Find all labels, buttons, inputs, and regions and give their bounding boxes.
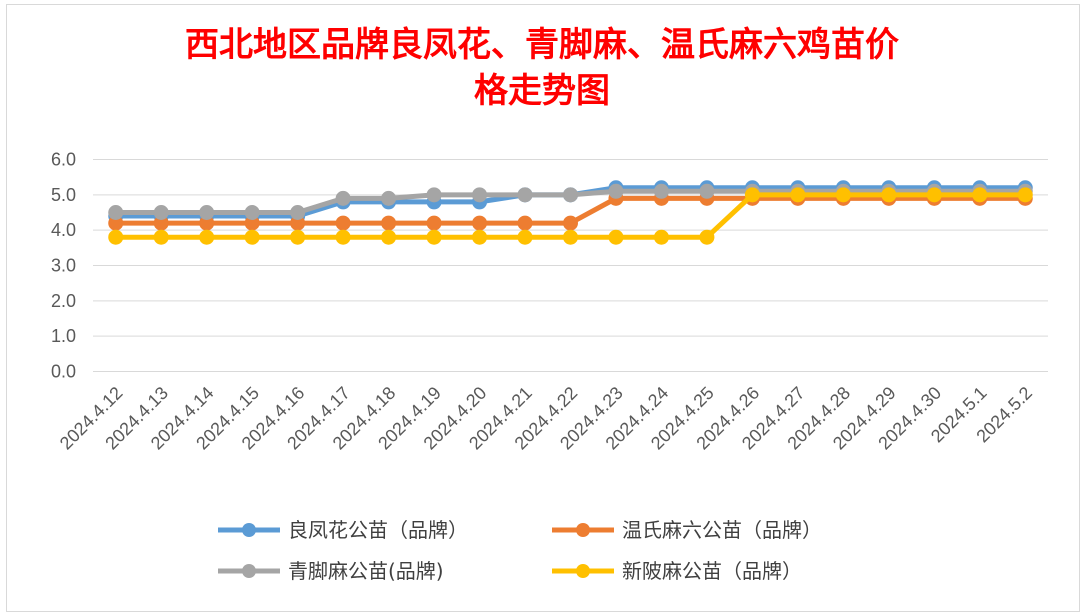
y-tick-label: 6.0 (51, 150, 76, 170)
data-point (290, 229, 306, 245)
data-point (153, 229, 169, 245)
y-tick-label: 1.0 (51, 326, 76, 346)
data-point (381, 229, 397, 245)
data-point (426, 187, 442, 203)
series-3 (108, 183, 1033, 220)
data-point (517, 215, 533, 231)
data-point (381, 215, 397, 231)
data-point (517, 229, 533, 245)
data-point (426, 215, 442, 231)
chart-frame (6, 4, 1080, 612)
y-axis: 0.0 1.0 2.0 3.0 4.0 5.0 6.0 (51, 150, 76, 382)
series-lines (108, 180, 1033, 245)
legend-entry-2: 温氏麻六公苗（品牌） (552, 518, 822, 542)
data-point (199, 229, 215, 245)
data-point (563, 229, 578, 245)
data-point (653, 183, 669, 199)
data-point (472, 215, 488, 231)
data-point (926, 187, 942, 203)
data-point (835, 187, 851, 203)
data-point (244, 229, 260, 245)
y-tick-label: 4.0 (51, 220, 76, 240)
data-point (108, 205, 124, 220)
data-point (517, 187, 533, 203)
data-point (881, 187, 897, 203)
data-point (653, 229, 669, 245)
legend-entry-3: 青脚麻公苗(品牌) (218, 559, 444, 583)
data-point (472, 229, 488, 245)
legend-swatch-marker (242, 523, 256, 537)
y-tick-label: 5.0 (51, 185, 76, 205)
data-point (972, 187, 988, 203)
data-point (608, 229, 624, 245)
data-point (699, 183, 715, 199)
data-point (1017, 187, 1033, 203)
series-4 (108, 187, 1033, 245)
legend-swatch-marker (576, 564, 590, 578)
legend: 良凤花公苗（品牌） 温氏麻六公苗（品牌） 青脚麻公苗(品牌) 新陂麻公苗（品牌） (218, 518, 822, 583)
x-axis: 2024.4.122024.4.132024.4.142024.4.152024… (56, 383, 1036, 454)
legend-label: 青脚麻公苗(品牌) (288, 559, 444, 583)
y-tick-label: 3.0 (51, 256, 76, 276)
data-point (744, 187, 760, 203)
data-point (108, 229, 124, 245)
data-point (563, 187, 578, 203)
legend-entry-4: 新陂麻公苗（品牌） (552, 559, 802, 583)
legend-label: 温氏麻六公苗（品牌） (622, 518, 822, 542)
data-point (699, 229, 715, 245)
chart-title: 西北地区品牌良凤花、青脚麻、温氏麻六鸡苗价 格走势图 (0, 22, 1084, 114)
data-point (153, 205, 169, 220)
y-tick-label: 0.0 (51, 362, 76, 382)
data-point (563, 215, 578, 231)
data-point (381, 190, 397, 206)
legend-label: 新陂麻公苗（品牌） (622, 559, 802, 583)
data-point (335, 190, 351, 206)
chart-title-line1: 西北地区品牌良凤花、青脚麻、温氏麻六鸡苗价 (185, 25, 899, 65)
data-point (244, 205, 260, 220)
data-point (290, 205, 306, 220)
legend-label: 良凤花公苗（品牌） (288, 518, 468, 542)
data-point (335, 229, 351, 245)
legend-entry-1: 良凤花公苗（品牌） (218, 518, 468, 542)
data-point (426, 229, 442, 245)
data-point (472, 187, 488, 203)
legend-swatch-marker (576, 523, 590, 537)
y-tick-label: 2.0 (51, 291, 76, 311)
chart-title-line2: 格走势图 (474, 71, 610, 111)
legend-swatch-marker (242, 564, 256, 578)
data-point (790, 187, 806, 203)
data-point (335, 215, 351, 231)
data-point (608, 183, 624, 199)
data-point (199, 205, 215, 220)
